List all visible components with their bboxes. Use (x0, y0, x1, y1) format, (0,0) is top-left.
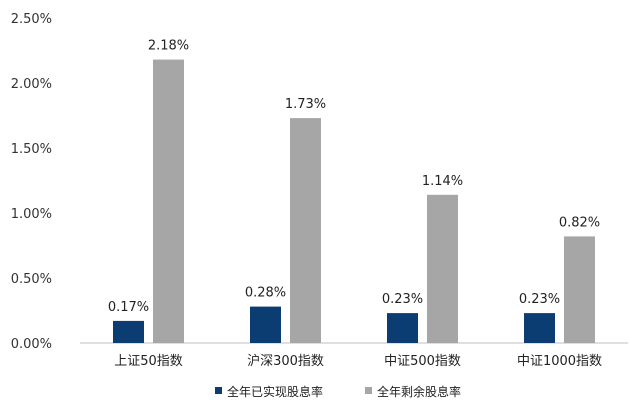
data-label: 0.28% (245, 286, 286, 301)
category-label: 中证1000指数 (517, 354, 602, 369)
data-label: 0.82% (559, 215, 600, 230)
category-label: 中证500指数 (384, 354, 461, 369)
y-tick-label: 0.00% (11, 337, 52, 352)
y-tick-label: 2.00% (11, 77, 52, 92)
bar-series-1 (387, 313, 418, 343)
legend-swatch (365, 387, 372, 394)
category-label: 上证50指数 (114, 354, 183, 369)
legend-swatch (215, 387, 222, 394)
y-tick-label: 1.50% (11, 142, 52, 157)
bar-series-2 (564, 236, 595, 343)
bar-series-1 (250, 306, 281, 343)
data-label: 0.17% (108, 300, 149, 315)
category-labels: 上证50指数 沪深300指数 中证500指数 中证1000指数 (114, 353, 602, 369)
bar-series-1 (524, 313, 555, 343)
bar-series-2 (290, 118, 321, 343)
y-tick-label: 0.50% (11, 272, 52, 287)
data-label: 1.14% (422, 174, 463, 189)
legend-label: 全年已实现股息率 (227, 384, 323, 399)
bars (113, 59, 595, 343)
data-label: 0.23% (382, 292, 423, 307)
legend-label: 全年剩余股息率 (377, 384, 461, 399)
data-label: 0.23% (519, 292, 560, 307)
data-label: 2.18% (148, 39, 189, 54)
legend: 全年已实现股息率 全年剩余股息率 (215, 384, 461, 399)
data-label: 1.73% (285, 97, 326, 112)
y-tick-label: 2.50% (11, 12, 52, 27)
category-label: 沪深300指数 (247, 353, 324, 369)
y-tick-label: 1.00% (11, 207, 52, 222)
y-axis-labels: 0.00% 0.50% 1.00% 1.50% 2.00% 2.50% (11, 12, 52, 352)
bar-series-2 (427, 194, 458, 343)
bar-series-1 (113, 320, 144, 343)
data-labels: 0.17% 2.18% 0.28% 1.73% 0.23% 1.14% 0.23% 0.82% (108, 39, 600, 315)
bar-series-2 (153, 59, 184, 343)
